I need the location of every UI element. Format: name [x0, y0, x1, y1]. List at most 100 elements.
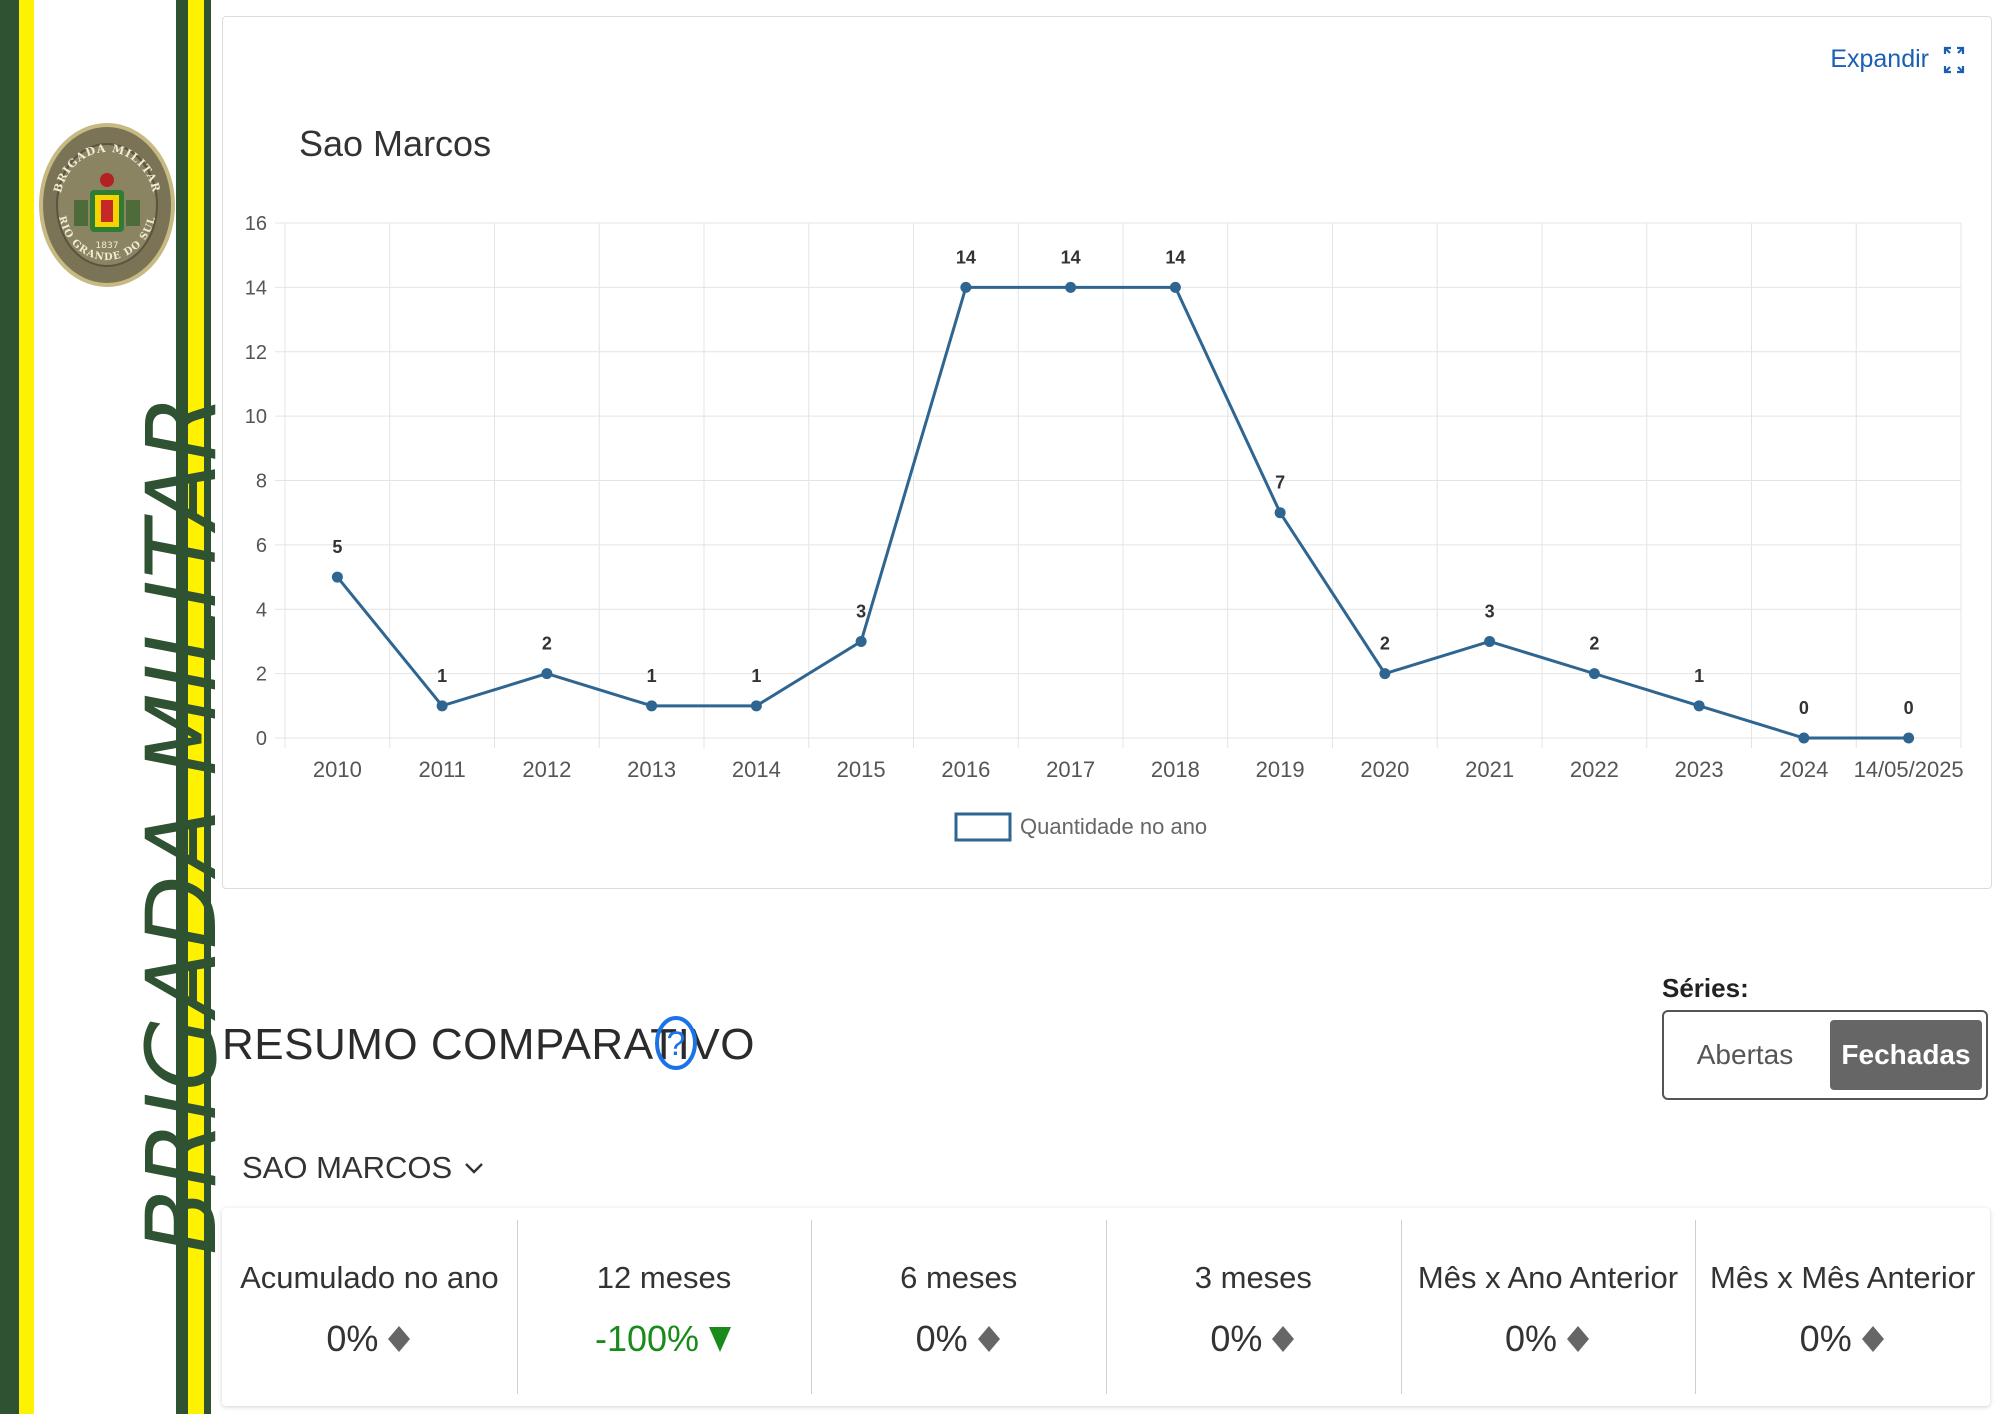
- data-label: 14: [956, 247, 976, 267]
- metric-label: 3 meses: [1194, 1260, 1312, 1295]
- x-tick-label: 2019: [1256, 757, 1305, 782]
- series-line: [336, 285, 1909, 740]
- data-label: 14: [1165, 247, 1185, 267]
- data-point: [855, 635, 867, 647]
- brand-stripe-green-edge: [204, 0, 211, 1414]
- metric-3-meses: 3 meses 0%: [1106, 1208, 1401, 1406]
- metric-mes-mes-anterior: Mês x Mês Anterior 0%: [1695, 1208, 1990, 1406]
- toggle-abertas[interactable]: Abertas: [1696, 1039, 1794, 1070]
- metric-acumulado-ano: Acumulado no ano 0%: [222, 1208, 517, 1406]
- metric-value-text: 0%: [1210, 1318, 1263, 1359]
- data-label: 3: [1485, 601, 1495, 621]
- data-label: 2: [1380, 634, 1390, 654]
- x-tick-label: 2020: [1360, 757, 1409, 782]
- metric-value-text: 0%: [326, 1318, 379, 1359]
- metric-label: Mês x Ano Anterior: [1417, 1260, 1679, 1295]
- x-tick-label: 2024: [1779, 757, 1828, 782]
- metrics-panel: Acumulado no ano 0% 12 meses -100% 6 mes…: [222, 1208, 1990, 1406]
- brand-vertical-text: BRIGADA MILITAR: [126, 393, 238, 1255]
- data-label: 5: [332, 537, 342, 557]
- y-tick-label: 12: [245, 342, 267, 364]
- data-label: 1: [647, 666, 657, 686]
- expand-icon: [1943, 46, 1965, 73]
- x-tick-label: 2011: [418, 757, 465, 782]
- diamond-neutral-icon: [1272, 1326, 1295, 1352]
- legend-label: Quantidade no ano: [1020, 814, 1207, 839]
- x-tick-label: 2014: [732, 757, 781, 782]
- data-point: [331, 571, 343, 583]
- chevron-down-icon: [465, 1163, 484, 1174]
- data-label: 2: [1589, 634, 1599, 654]
- metric-mes-ano-anterior: Mês x Ano Anterior 0%: [1400, 1208, 1696, 1406]
- metric-value: 0%: [811, 1318, 1106, 1360]
- diamond-neutral-icon: [977, 1326, 1000, 1352]
- data-point: [1169, 281, 1181, 293]
- x-tick-label: 2023: [1675, 757, 1724, 782]
- x-tick-label: 14/05/2025: [1854, 757, 1964, 782]
- data-point: [1065, 281, 1077, 293]
- x-tick-label: 2017: [1046, 757, 1095, 782]
- data-label: 3: [856, 601, 866, 621]
- metric-label: Mês x Mês Anterior: [1710, 1260, 1976, 1295]
- x-tick-label: 2015: [837, 757, 886, 782]
- data-label: 1: [437, 666, 447, 686]
- resumo-title: RESUMO COMPARATIVO: [222, 1020, 755, 1069]
- expand-button[interactable]: Expandir: [1830, 45, 1965, 74]
- y-tick-label: 6: [256, 535, 267, 557]
- data-label: 7: [1275, 473, 1285, 493]
- help-circle-icon[interactable]: ?: [654, 1015, 698, 1071]
- brand-stripe-green-inner: [176, 0, 188, 1414]
- data-label: 1: [751, 666, 761, 686]
- region-dropdown[interactable]: SAO MARCOS: [242, 1150, 484, 1186]
- data-point: [1588, 668, 1600, 680]
- x-tick-label: 2010: [313, 757, 362, 782]
- x-tick-label: 2016: [941, 757, 990, 782]
- y-tick-label: 4: [256, 599, 267, 621]
- data-point: [436, 700, 448, 712]
- series-toggle: Abertas Fechadas: [1662, 1010, 1988, 1100]
- metric-value: 0%: [1401, 1318, 1696, 1360]
- data-point: [1484, 635, 1496, 647]
- x-tick-label: 2021: [1465, 757, 1514, 782]
- data-label: 1: [1694, 666, 1704, 686]
- svg-text:1837: 1837: [96, 241, 119, 251]
- metric-value: 0%: [1695, 1318, 1990, 1360]
- y-tick-label: 2: [256, 664, 267, 686]
- metric-value-text: 0%: [1505, 1318, 1558, 1359]
- brand-stripe-yellow-inner: [188, 0, 204, 1414]
- y-tick-label: 16: [245, 213, 267, 235]
- legend-swatch: [954, 812, 1012, 842]
- data-point: [541, 668, 553, 680]
- y-tick-label: 8: [256, 471, 267, 493]
- chart-title: Sao Marcos: [299, 123, 492, 164]
- metric-value-text: 0%: [1799, 1318, 1852, 1359]
- y-tick-label: 10: [245, 406, 267, 428]
- data-label: 14: [1061, 247, 1081, 267]
- metric-label: Acumulado no ano: [240, 1260, 499, 1295]
- toggle-fechadas[interactable]: Fechadas: [1830, 1020, 1982, 1090]
- x-tick-label: 2018: [1151, 757, 1200, 782]
- metric-6-meses: 6 meses 0%: [811, 1208, 1106, 1406]
- data-label: 0: [1904, 698, 1914, 718]
- triangle-down-icon: [709, 1327, 732, 1352]
- chart-card: Expandir Sao Marcos 0 2 4 6 8 10 12 14 16 2010 201…: [222, 16, 1992, 889]
- metric-value-text: 0%: [915, 1318, 968, 1359]
- y-tick-label: 14: [245, 277, 267, 299]
- expand-label: Expandir: [1830, 45, 1929, 73]
- series-label: Séries:: [1662, 973, 1749, 1003]
- metric-value: 0%: [1106, 1318, 1401, 1360]
- brand-stripe-yellow-outer: [19, 0, 34, 1414]
- data-point: [1798, 732, 1810, 744]
- x-tick-label: 2022: [1570, 757, 1619, 782]
- diamond-neutral-icon: [1567, 1326, 1590, 1352]
- diamond-neutral-icon: [388, 1326, 411, 1352]
- data-point: [1903, 732, 1915, 744]
- data-point: [1693, 700, 1705, 712]
- data-label: 2: [542, 634, 552, 654]
- data-point: [1379, 668, 1391, 680]
- metric-value-text: -100%: [594, 1318, 700, 1359]
- region-selected-label: SAO MARCOS: [242, 1150, 453, 1185]
- diamond-neutral-icon: [1861, 1326, 1884, 1352]
- data-point: [1274, 507, 1286, 519]
- metric-value: -100%: [517, 1318, 812, 1360]
